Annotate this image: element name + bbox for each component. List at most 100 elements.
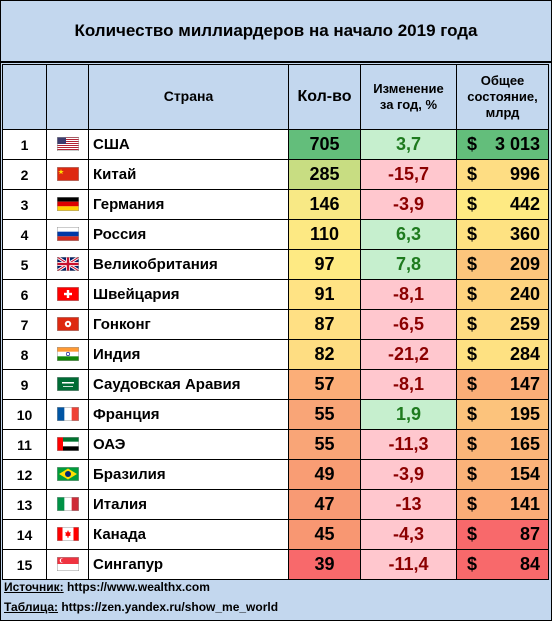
header-wealth-line2: состояние, [467,88,538,104]
count-cell: 47 [288,489,361,520]
count-cell: 97 [288,249,361,280]
table-row: 14 Канада 45 -4,3 $87 [2,519,549,550]
sa-flag-icon [56,376,79,393]
header-change-line1: Изменение [373,80,444,96]
header-count: Кол-во [288,64,361,130]
rank-cell: 4 [2,219,47,250]
currency-symbol: $ [467,164,478,184]
table-row: 7 Гонконг 87 -6,5 $259 [2,309,549,340]
rank-cell: 1 [2,129,47,160]
flag-cell [46,369,89,400]
de-flag-icon [56,196,79,213]
currency-symbol: $ [467,524,478,544]
header-row: Страна Кол-во Изменение за год, % Общее … [2,64,549,130]
currency-symbol: $ [467,464,478,484]
table-row: 12 Бразилия 49 -3,9 $154 [2,459,549,490]
currency-symbol: $ [467,494,478,514]
count-cell: 39 [288,549,361,580]
flag-cell [46,489,89,520]
change-cell: -4,3 [360,519,457,550]
rank-cell: 9 [2,369,47,400]
change-cell: -21,2 [360,339,457,370]
currency-symbol: $ [467,314,478,334]
wealth-value: 360 [509,224,540,244]
flag-cell [46,249,89,280]
flag-cell [46,519,89,550]
wealth-value: 87 [519,524,540,544]
wealth-cell: $147 [456,369,549,400]
header-country: Страна [88,64,289,130]
header-wealth-line3: млрд [485,105,520,121]
wealth-value: 154 [509,464,540,484]
count-cell: 49 [288,459,361,490]
currency-symbol: $ [467,554,478,574]
table-row: 15 Сингапур 39 -11,4 $84 [2,549,549,580]
rank-cell: 5 [2,249,47,280]
cn-flag-icon [56,166,79,183]
country-cell: Гонконг [88,309,289,340]
change-cell: -11,3 [360,429,457,460]
rank-cell: 10 [2,399,47,430]
country-cell: Великобритания [88,249,289,280]
table-row: 4 Россия 110 6,3 $360 [2,219,549,250]
table-credit: Таблица: https://zen.yandex.ru/show_me_w… [4,600,278,614]
wealth-value: 284 [509,344,540,364]
ru-flag-icon [56,226,79,243]
flag-cell [46,279,89,310]
rank-cell: 13 [2,489,47,520]
country-cell: Канада [88,519,289,550]
wealth-value: 996 [509,164,540,184]
flag-cell [46,459,89,490]
flag-cell [46,189,89,220]
flag-cell [46,399,89,430]
currency-symbol: $ [467,344,478,364]
wealth-value: 3 013 [494,134,540,154]
wealth-cell: $165 [456,429,549,460]
header-rank [2,64,47,130]
flag-cell [46,339,89,370]
wealth-cell: $154 [456,459,549,490]
change-cell: 6,3 [360,219,457,250]
table-row: 9 Саудовская Аравия 57 -8,1 $147 [2,369,549,400]
table-row: 13 Италия 47 -13 $141 [2,489,549,520]
country-cell: Россия [88,219,289,250]
rank-cell: 2 [2,159,47,190]
rank-cell: 7 [2,309,47,340]
change-cell: 1,9 [360,399,457,430]
wealth-cell: $996 [456,159,549,190]
count-cell: 45 [288,519,361,550]
ca-flag-icon [56,526,79,543]
wealth-cell: $141 [456,489,549,520]
count-cell: 285 [288,159,361,190]
count-cell: 57 [288,369,361,400]
table-row: 3 Германия 146 -3,9 $442 [2,189,549,220]
flag-cell [46,219,89,250]
wealth-cell: $284 [456,339,549,370]
count-cell: 87 [288,309,361,340]
country-cell: ОАЭ [88,429,289,460]
wealth-value: 165 [509,434,540,454]
currency-symbol: $ [467,374,478,394]
chart-title: Количество миллиардеров на начало 2019 г… [1,1,551,63]
header-change-line2: за год, % [379,97,438,112]
change-cell: 3,7 [360,129,457,160]
wealth-cell: $360 [456,219,549,250]
currency-symbol: $ [467,134,478,154]
flag-cell [46,159,89,190]
currency-symbol: $ [467,254,478,274]
table-row: 10 Франция 55 1,9 $195 [2,399,549,430]
currency-symbol: $ [467,284,478,304]
country-cell: Бразилия [88,459,289,490]
source-credit: Источник: https://www.wealthx.com [4,580,210,594]
currency-symbol: $ [467,194,478,214]
billionaires-table: Страна Кол-во Изменение за год, % Общее … [2,64,549,580]
count-cell: 82 [288,339,361,370]
wealth-value: 259 [509,314,540,334]
country-cell: Франция [88,399,289,430]
wealth-value: 141 [509,494,540,514]
wealth-cell: $209 [456,249,549,280]
change-cell: -15,7 [360,159,457,190]
rank-cell: 6 [2,279,47,310]
wealth-cell: $195 [456,399,549,430]
rank-cell: 14 [2,519,47,550]
